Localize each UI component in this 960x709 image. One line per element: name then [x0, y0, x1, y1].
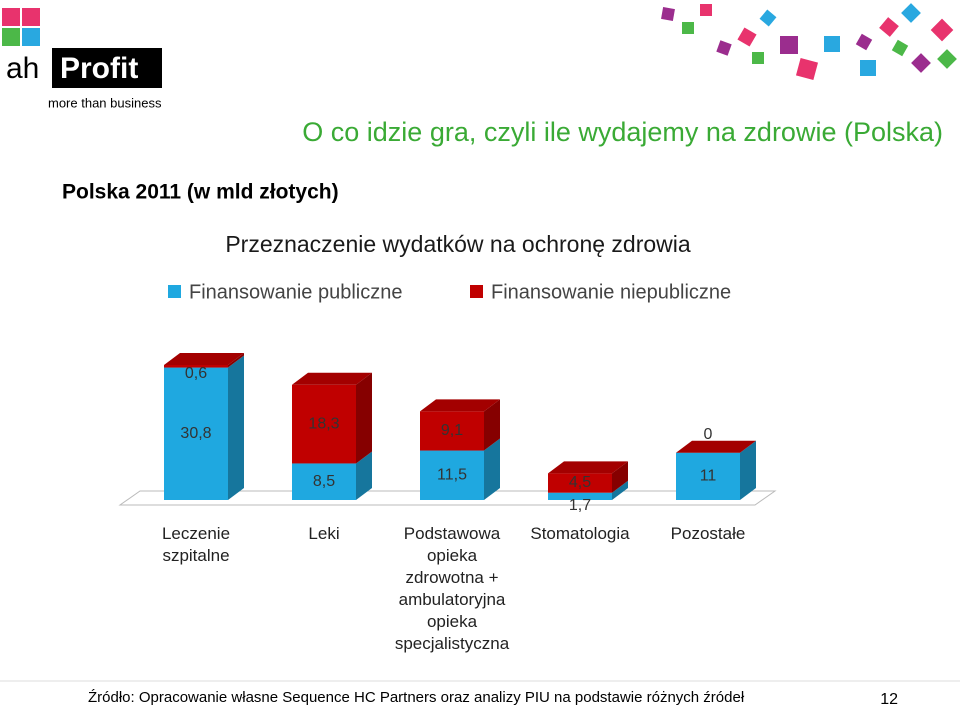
decor-square	[737, 27, 757, 47]
logo-brand-b: Profit	[60, 52, 138, 85]
bar-side	[356, 372, 372, 464]
decor-square	[682, 22, 694, 34]
legend-label: Finansowanie publiczne	[189, 281, 402, 303]
legend-swatch	[470, 285, 483, 298]
logo-box	[52, 48, 162, 88]
logo-square	[2, 8, 20, 26]
value-label: 0	[704, 426, 713, 443]
decor-square	[930, 18, 954, 42]
decor-square	[879, 17, 899, 37]
chart-title: Przeznaczenie wydatków na ochronę zdrowi…	[225, 231, 691, 257]
bar-segment	[548, 492, 612, 500]
page-number: 12	[880, 691, 898, 708]
decor-square	[901, 3, 921, 23]
bar-side	[484, 438, 500, 500]
value-label: 4,5	[569, 474, 591, 491]
bar-top	[292, 372, 372, 385]
bar-top	[164, 352, 244, 365]
bar-side	[740, 440, 756, 500]
x-tick-label: Pozostałe	[670, 524, 746, 543]
value-label: 1,7	[569, 497, 591, 514]
decor-square	[891, 39, 909, 57]
bar-segment	[164, 367, 228, 500]
logo-square	[2, 28, 20, 46]
slide-subtitle: Polska 2011 (w mld złotych)	[62, 181, 339, 204]
bar-segment	[420, 411, 484, 451]
x-tick-label: Leczenie szpitalne	[161, 524, 231, 565]
decor-square	[661, 7, 675, 21]
x-tick-label: Stomatologia	[530, 524, 630, 543]
x-tick-label: Leki	[308, 524, 340, 543]
decor	[661, 3, 957, 81]
value-label: 30,8	[180, 425, 211, 442]
bar-segment	[676, 452, 740, 500]
bar-side	[356, 451, 372, 500]
decor-square	[855, 33, 873, 51]
decor-square	[795, 57, 819, 81]
value-label: 9,1	[441, 422, 463, 439]
bar-side	[612, 480, 628, 500]
value-label: 11,5	[437, 466, 467, 483]
bar-side	[484, 399, 500, 451]
bar-side	[612, 461, 628, 493]
decor-square	[780, 36, 798, 54]
bar-segment	[164, 364, 228, 368]
bar-top	[420, 399, 500, 412]
value-label: 18,3	[308, 415, 339, 432]
decor-square	[759, 9, 777, 27]
legend-swatch	[168, 285, 181, 298]
slide-title: O co idzie gra, czyli ile wydajemy na zd…	[302, 117, 943, 147]
bar-segment	[292, 384, 356, 464]
logo-squares	[2, 8, 162, 88]
bar-side	[228, 352, 244, 368]
floor	[118, 490, 777, 506]
logo-tagline: more than business	[48, 95, 162, 110]
bar-segment	[420, 450, 484, 500]
x-tick-label: Podstawowa opieka zdrowotna + ambulatory…	[394, 524, 510, 653]
logo-brand-a: ah	[6, 52, 39, 85]
logo-square	[22, 28, 40, 46]
decor-square	[937, 49, 957, 69]
source-note: Źródło: Opracowanie własne Sequence HC P…	[88, 689, 745, 706]
logo-square	[22, 8, 40, 26]
decor-square	[700, 4, 712, 16]
decor-square	[716, 40, 732, 56]
bar-segment	[292, 463, 356, 500]
bar-top	[676, 440, 756, 453]
value-label: 0,6	[185, 365, 207, 382]
decor-square	[752, 52, 764, 64]
decor-square	[860, 60, 876, 76]
value-label: 8,5	[313, 473, 335, 490]
bar-segment	[548, 473, 612, 493]
legend-label: Finansowanie niepubliczne	[491, 281, 731, 303]
bar-top	[548, 461, 628, 474]
bar-side	[228, 355, 244, 500]
decor-square	[911, 53, 931, 73]
decor-square	[824, 36, 840, 52]
value-label: 11	[700, 468, 717, 485]
